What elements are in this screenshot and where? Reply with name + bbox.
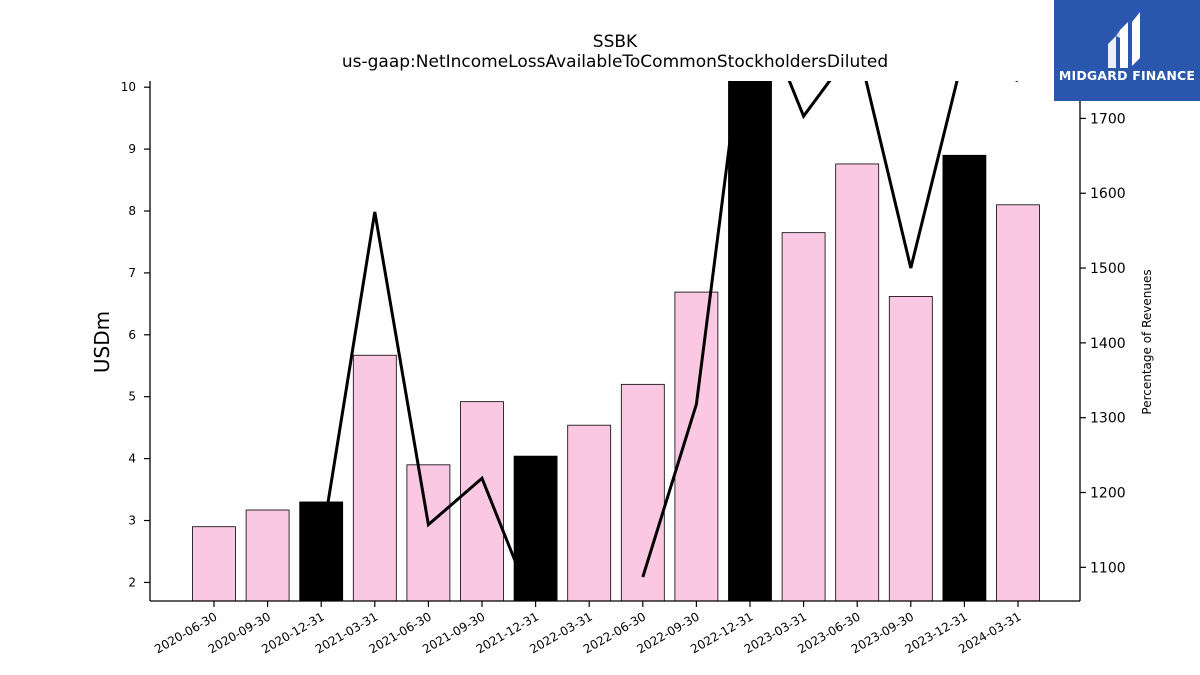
y2-tick-label: 1600 (1090, 186, 1126, 202)
line-segment (319, 211, 533, 601)
bar (567, 424, 612, 601)
bar (996, 204, 1040, 601)
bar (942, 154, 987, 601)
y-tick-label: 2 (128, 575, 136, 589)
bar (674, 291, 719, 601)
y2-tick-label: 1100 (1090, 560, 1126, 576)
bar (245, 509, 290, 601)
y-tick-label: 8 (128, 204, 136, 218)
bar (460, 401, 504, 601)
y-tick-label: 9 (128, 142, 136, 156)
logo-text: MIDGARD FINANCE (1058, 68, 1196, 83)
bar (835, 163, 880, 601)
y2-tick-label: 1200 (1090, 486, 1126, 502)
y2-tick-label: 1300 (1090, 411, 1126, 427)
bar (728, 81, 772, 601)
logo-mark-icon (1108, 12, 1140, 68)
bar (888, 296, 933, 601)
bar (781, 232, 826, 601)
chart-title: SSBK (592, 32, 638, 52)
bar (620, 383, 665, 601)
y2-axis-label: Percentage of Revenues (1140, 269, 1154, 414)
y-tick-label: 7 (128, 266, 136, 280)
line-series (319, 81, 1018, 601)
bar (513, 455, 558, 601)
chart-subtitle: us-gaap:NetIncomeLossAvailableToCommonSt… (341, 52, 889, 72)
bar (299, 501, 344, 601)
y2-tick-label: 1400 (1090, 336, 1126, 352)
y-tick-label: 3 (128, 514, 136, 528)
bar-series (192, 81, 1040, 601)
y-tick-label: 10 (121, 80, 136, 94)
y-axis-label: USDm (90, 311, 114, 373)
bar (192, 526, 236, 601)
midgard-finance-logo: MIDGARD FINANCE (1054, 0, 1200, 101)
y2-tick-label: 1500 (1090, 261, 1126, 277)
y-tick-label: 5 (128, 390, 136, 404)
bar (352, 354, 397, 601)
line-segment (641, 81, 1018, 578)
y-tick-label: 6 (128, 328, 136, 342)
bar (406, 464, 451, 601)
y-tick-label: 4 (128, 452, 136, 466)
y2-tick-label: 1700 (1090, 111, 1126, 127)
